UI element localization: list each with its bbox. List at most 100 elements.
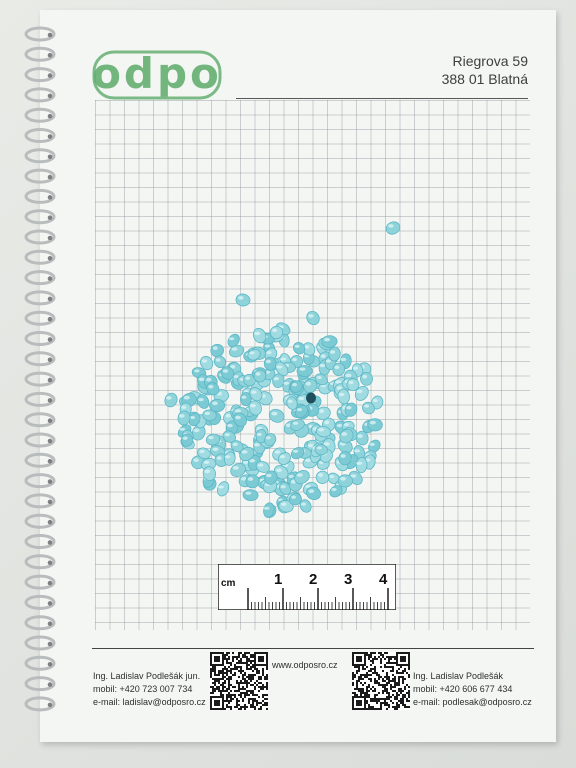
qr-module [248,664,250,666]
qr-module [384,690,386,692]
qr-module [228,686,230,688]
qr-module [352,676,354,678]
qr-module [384,688,386,690]
qr-module [388,680,390,682]
qr-module [354,692,356,694]
qr-module [224,658,226,660]
qr-module [252,664,254,666]
qr-module [258,670,260,672]
qr-module [400,692,402,694]
granule-highlight [362,374,368,379]
qr-module [364,694,366,696]
qr-module [400,672,402,674]
qr-module [402,700,404,702]
qr-module [378,698,380,700]
qr-module [246,686,248,688]
qr-module [230,664,232,666]
granule-highlight [280,485,286,489]
spiral-hole [47,601,53,606]
qr-module [382,680,384,682]
qr-module [240,666,242,668]
qr-module [258,682,260,684]
qr-module [264,698,266,700]
granule-highlight [215,358,221,362]
qr-module [238,666,240,668]
spiral-hole [47,479,53,484]
qr-module [252,676,254,678]
qr-module [356,672,358,674]
qr-module [230,706,232,708]
spiral-hole [47,154,53,160]
granule-highlight [354,449,361,453]
qr-module [378,684,380,686]
qr-module [236,662,238,664]
qr-module [240,708,242,710]
qr-finder [258,656,264,662]
qr-module [240,670,242,672]
qr-module [242,676,244,678]
spiral-ring [24,452,56,468]
qr-module [380,706,382,708]
spiral-hole [47,459,53,464]
qr-module [398,688,400,690]
granule-highlight [294,344,300,348]
spiral-hole [47,32,53,38]
granule-highlight [336,386,343,390]
qr-module [380,684,382,686]
granule-highlight [258,463,264,467]
spiral-hole [47,53,53,58]
qr-module [222,686,224,688]
qr-module [366,654,368,656]
granule-highlight [264,344,270,348]
qr-module [222,688,224,690]
qr-module [226,678,228,680]
granule-highlight [232,442,238,446]
qr-module [248,658,250,660]
qr-module [400,698,402,700]
qr-module [394,690,396,692]
qr-module [374,696,376,698]
qr-module [266,666,268,668]
qr-module [210,676,212,678]
qr-module [264,678,266,680]
granule-highlight [304,345,310,349]
qr-module [382,684,384,686]
qr-module [368,706,370,708]
granule-highlight [292,421,299,425]
qr-module [228,652,230,654]
qr-module [236,700,238,702]
granule-highlight [308,489,315,493]
qr-module [246,666,248,668]
granule-highlight [329,350,336,354]
qr-module [354,674,356,676]
qr-module [398,678,400,680]
qr-module [228,700,230,702]
qr-module [370,706,372,708]
qr-module [242,662,244,664]
right-contact: Ing. Ladislav Podlešák mobil: +420 606 6… [413,670,532,709]
qr-module [402,678,404,680]
qr-module [238,682,240,684]
granule-highlight [353,366,359,370]
qr-module [256,700,258,702]
qr-module [402,690,404,692]
qr-module [356,684,358,686]
spiral-hole [47,93,53,99]
qr-finder [356,700,362,706]
qr-module [252,654,254,656]
granule-highlight [338,392,345,397]
qr-module [368,704,370,706]
qr-module [232,658,234,660]
qr-module [388,698,390,700]
qr-module [396,672,398,674]
qr-module [386,674,388,676]
spiral-hole [47,73,53,78]
spiral-hole [47,174,53,180]
qr-module [252,702,254,704]
qr-module [366,700,368,702]
qr-module [384,686,386,688]
qr-module [374,658,376,660]
granule-highlight [182,436,188,440]
left-contact: Ing. Ladislav Podlešák jun. mobil: +420 … [93,670,206,709]
qr-module [230,672,232,674]
